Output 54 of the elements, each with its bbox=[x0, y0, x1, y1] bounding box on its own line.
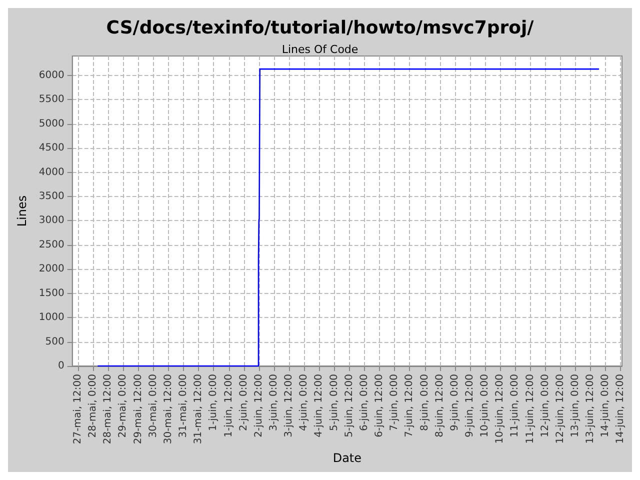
y-tick-label: 4500 bbox=[38, 142, 64, 154]
y-tick-label: 5500 bbox=[38, 94, 64, 106]
x-tick-label: 14-juin, 0:00 bbox=[600, 374, 612, 438]
x-tick-label: 29-mai, 12:00 bbox=[132, 374, 144, 444]
x-tick-label: 8-juin, 0:00 bbox=[419, 374, 430, 432]
y-tick-label: 1500 bbox=[38, 288, 64, 299]
x-tick-label: 31-mai, 12:00 bbox=[193, 374, 204, 444]
x-tick-label: 14-juin, 12:00 bbox=[615, 374, 626, 444]
x-tick-label: 7-juin, 12:00 bbox=[404, 374, 416, 438]
y-tick-label: 1000 bbox=[38, 312, 64, 324]
x-tick-label: 31-mai, 0:00 bbox=[178, 374, 190, 438]
x-tick-label: 1-juin, 0:00 bbox=[208, 374, 220, 432]
x-tick-label: 10-juin, 0:00 bbox=[480, 374, 491, 438]
x-tick-label: 5-juin, 12:00 bbox=[344, 374, 355, 438]
x-tick-label: 6-juin, 12:00 bbox=[374, 374, 386, 438]
x-tick-label: 5-juin, 0:00 bbox=[328, 374, 340, 432]
x-tick-label: 11-juin, 0:00 bbox=[510, 374, 521, 438]
y-tick-label: 2000 bbox=[38, 264, 64, 275]
y-tick-label: 5000 bbox=[38, 118, 64, 130]
x-tick-label: 4-juin, 0:00 bbox=[298, 374, 310, 432]
y-tick-label: 500 bbox=[45, 336, 64, 348]
x-tick-label: 13-juin, 12:00 bbox=[585, 374, 596, 444]
y-axis-title: Lines bbox=[15, 195, 29, 227]
x-tick-label: 28-mai, 12:00 bbox=[102, 374, 114, 444]
x-tick-label: 2-juin, 12:00 bbox=[253, 374, 264, 438]
x-tick-label: 13-juin, 0:00 bbox=[570, 374, 582, 438]
chart-subtitle: Lines Of Code bbox=[282, 43, 358, 56]
x-tick-label: 9-juin, 12:00 bbox=[464, 374, 476, 438]
x-tick-label: 3-juin, 0:00 bbox=[268, 374, 280, 432]
x-tick-label: 12-juin, 0:00 bbox=[540, 374, 551, 438]
x-tick-label: 3-juin, 12:00 bbox=[284, 374, 295, 438]
x-tick-label: 29-mai, 0:00 bbox=[118, 374, 129, 438]
y-tick-label: 0 bbox=[58, 360, 64, 372]
x-tick-label: 12-juin, 12:00 bbox=[554, 374, 566, 444]
y-tick-label: 3000 bbox=[38, 215, 64, 226]
x-tick-label: 8-juin, 12:00 bbox=[434, 374, 446, 438]
x-tick-label: 28-mai, 0:00 bbox=[88, 374, 99, 438]
x-tick-label: 7-juin, 0:00 bbox=[389, 374, 400, 432]
x-tick-label: 4-juin, 12:00 bbox=[314, 374, 325, 438]
x-tick-label: 2-juin, 0:00 bbox=[238, 374, 250, 432]
x-tick-label: 9-juin, 0:00 bbox=[449, 374, 460, 432]
x-tick-label: 30-mai, 12:00 bbox=[162, 374, 174, 444]
y-tick-label: 4000 bbox=[38, 166, 64, 178]
y-tick-label: 6000 bbox=[38, 70, 64, 81]
x-tick-label: 27-mai, 12:00 bbox=[72, 374, 84, 444]
x-tick-label: 10-juin, 12:00 bbox=[494, 374, 506, 444]
x-tick-label: 30-mai, 0:00 bbox=[148, 374, 159, 438]
y-tick-label: 2500 bbox=[38, 239, 64, 250]
x-axis-title: Date bbox=[332, 451, 362, 466]
x-tick-label: 6-juin, 0:00 bbox=[358, 374, 370, 432]
chart-title: CS/docs/texinfo/tutorial/howto/msvc7proj/ bbox=[106, 18, 534, 38]
y-tick-label: 3500 bbox=[38, 190, 64, 202]
x-tick-label: 11-juin, 12:00 bbox=[524, 374, 536, 444]
x-tick-label: 1-juin, 12:00 bbox=[223, 374, 234, 438]
